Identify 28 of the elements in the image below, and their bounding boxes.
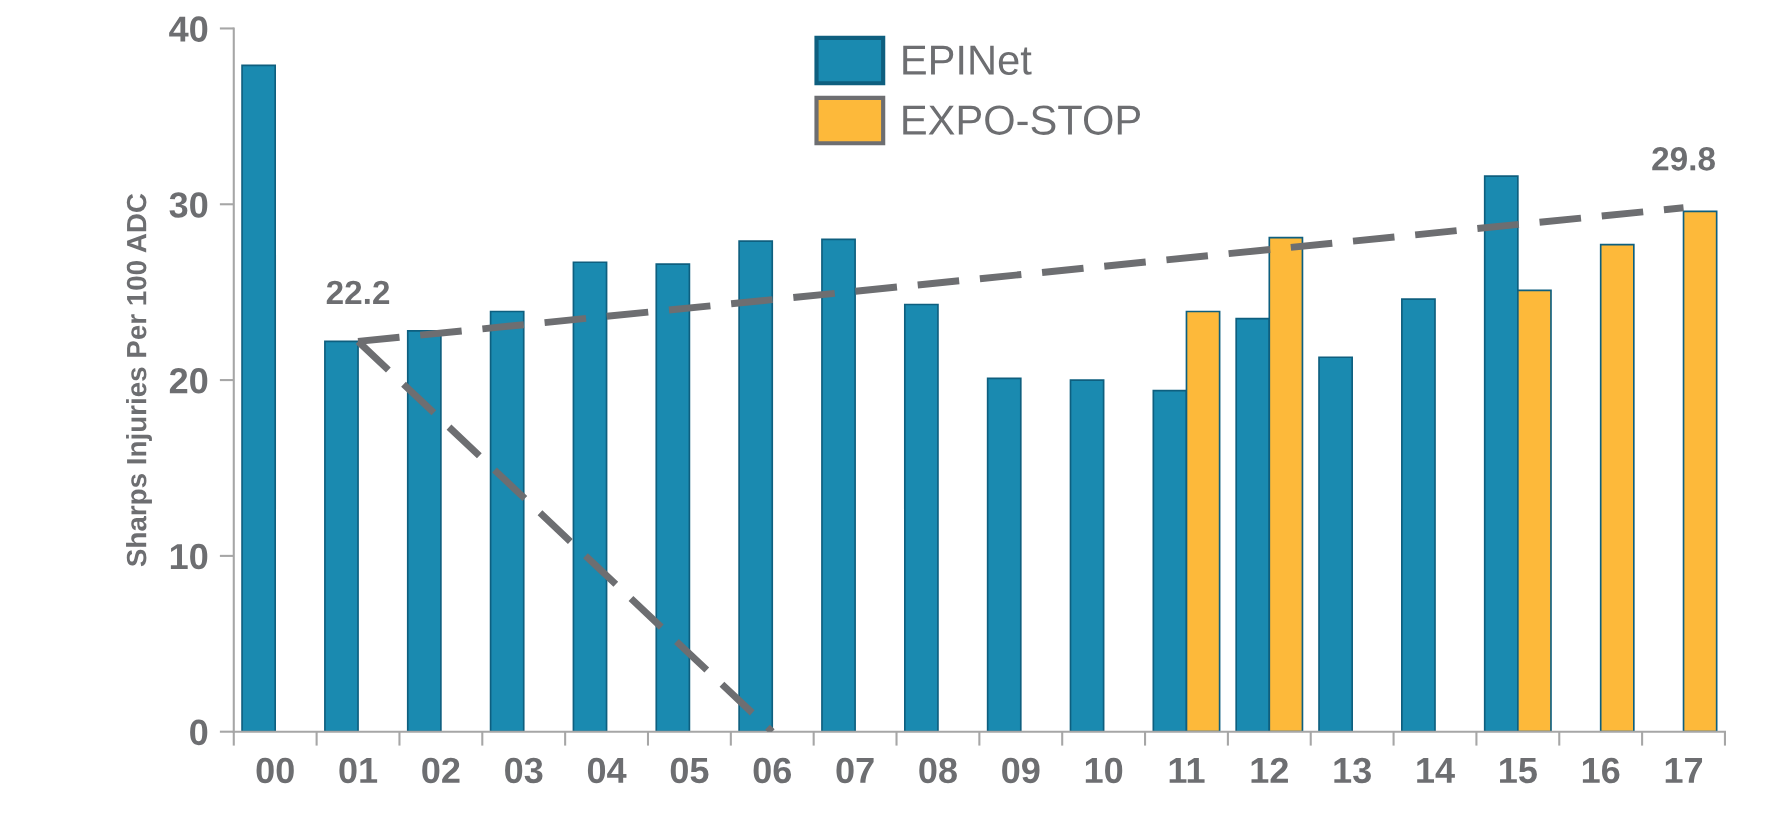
legend-label: EXPO-STOP xyxy=(903,105,1141,135)
x-tick-label: 04 xyxy=(587,757,627,784)
x-tick-label: 11 xyxy=(1169,758,1205,783)
y-tick-label: 40 xyxy=(169,16,208,42)
x-tick-label: 02 xyxy=(422,757,460,784)
x-tick-label: 10 xyxy=(1085,757,1123,784)
y-tick-label: 30 xyxy=(169,192,208,218)
annotation: 22.2 xyxy=(326,280,390,304)
x-tick-label: 01 xyxy=(339,757,378,784)
x-tick-label: 16 xyxy=(1582,757,1620,784)
x-tick-label: 08 xyxy=(919,757,957,784)
x-tick-label: 05 xyxy=(670,757,709,784)
x-tick-label: 13 xyxy=(1334,757,1371,784)
annotation: 29.8 xyxy=(1652,147,1715,171)
x-tick-label: 14 xyxy=(1417,758,1455,783)
x-tick-label: 09 xyxy=(1002,757,1040,784)
y-axis-title: Sharps Injuries Per 100 ADC xyxy=(126,193,152,567)
x-tick-label: 00 xyxy=(256,757,294,784)
legend-label: EPINet xyxy=(903,45,1032,75)
x-tick-label: 17 xyxy=(1665,758,1703,783)
x-tick-label: 03 xyxy=(505,757,543,784)
x-tick-label: 07 xyxy=(836,757,874,784)
y-tick-label: 20 xyxy=(169,367,208,394)
x-tick-label: 12 xyxy=(1251,757,1288,783)
y-tick-label: 10 xyxy=(170,543,208,570)
x-tick-label: 15 xyxy=(1500,758,1537,784)
y-tick-label: 0 xyxy=(190,719,208,746)
x-tick-label: 06 xyxy=(753,757,792,784)
